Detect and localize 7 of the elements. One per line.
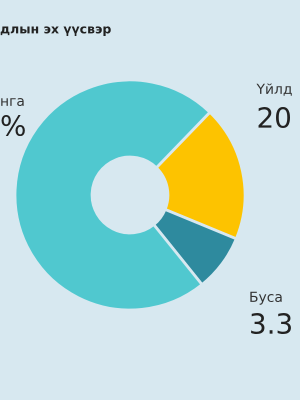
chart-title: длын эх үүсвэр <box>0 26 111 36</box>
text: 3.3 <box>251 313 291 334</box>
text: % <box>2 115 25 136</box>
slice-label: Буса <box>250 292 282 305</box>
slice-label: Үйлд <box>256 83 292 96</box>
slice-label: нга <box>1 98 24 106</box>
text: 20 <box>258 107 290 128</box>
